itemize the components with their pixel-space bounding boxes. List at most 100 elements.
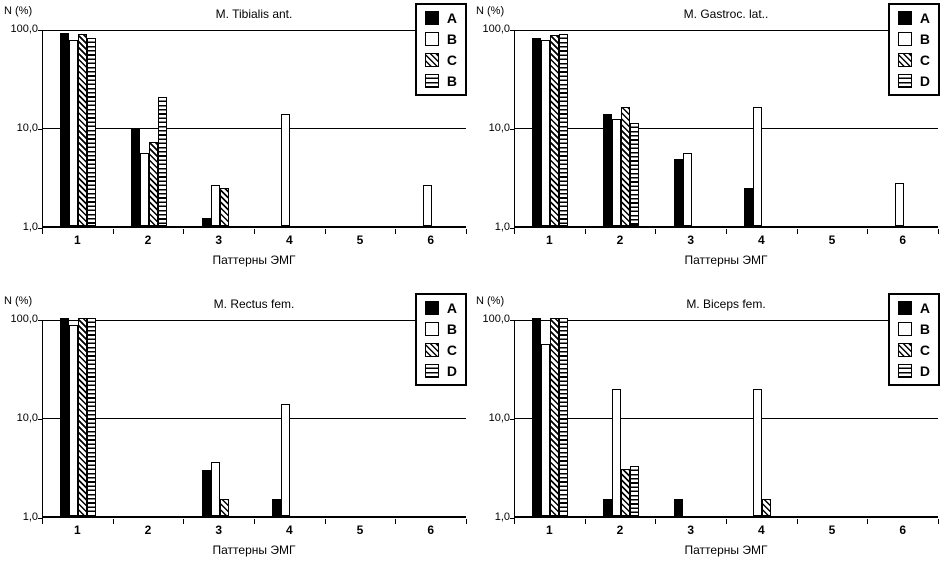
legend-swatch-diagonal-hatch: [897, 343, 912, 357]
legend-swatch-horizontal-lines: [424, 364, 439, 378]
y-tick-mark: [510, 228, 515, 229]
bar-series-A-pattern-2: [131, 129, 140, 226]
legend-item: C: [424, 53, 457, 67]
bar-series-D-pattern-1: [87, 37, 97, 226]
bar-series-B-pattern-2: [612, 389, 621, 516]
legend-item: C: [897, 52, 930, 68]
legend-label: D: [446, 363, 457, 379]
x-tick-mark: [726, 519, 727, 524]
x-tick-mark: [867, 229, 869, 234]
legend-swatch-horizontal-lines: [897, 74, 912, 88]
legend-item: D: [424, 363, 457, 379]
bar-series-B-pattern-1: [541, 40, 551, 226]
legend-item: B: [424, 321, 457, 337]
y-tick-mark: [38, 419, 43, 420]
bar-series-A-pattern-1: [532, 318, 542, 516]
y-tick-mark: [38, 30, 43, 31]
bar-series-C-pattern-2: [149, 142, 158, 226]
legend-item: C: [897, 343, 930, 357]
y-tick-label: 100,0: [10, 23, 38, 35]
chart-m-biceps-fem: N (%) M. Biceps fem. 100,0 10,0 1,0 Патт…: [472, 290, 945, 580]
bar-series-A-pattern-1: [532, 37, 542, 226]
chart-title: M. Rectus fem.: [213, 297, 295, 311]
bar-series-A-pattern-3: [201, 470, 211, 516]
bar-series-B-pattern-4: [753, 389, 763, 516]
legend-swatch-horizontal-lines: [424, 74, 439, 88]
bar-series-B-pattern-3: [682, 152, 692, 226]
legend-label: C: [919, 52, 930, 68]
legend: A B C B: [414, 3, 467, 96]
bar-series-D-pattern-1: [559, 318, 569, 516]
legend-item: A: [424, 11, 457, 25]
legend-label: D: [919, 363, 930, 379]
bar-series-A-pattern-1: [60, 318, 70, 516]
y-tick-mark: [510, 30, 515, 31]
plot-area: [514, 30, 938, 228]
legend: A B C D: [887, 293, 940, 386]
bar-series-A-pattern-2: [603, 498, 612, 516]
bar-series-A-pattern-4: [744, 188, 754, 226]
x-tick-label: 4: [285, 233, 293, 247]
legend-item: A: [897, 10, 930, 26]
bar-series-D-pattern-1: [87, 318, 97, 516]
y-axis-label: N (%): [476, 295, 505, 307]
legend-item: A: [897, 301, 930, 315]
bar-series-B-pattern-4: [281, 114, 291, 226]
x-tick-mark: [514, 519, 515, 524]
x-tick-label: 6: [427, 233, 434, 247]
x-tick-mark: [796, 519, 798, 524]
bar-series-B-pattern-4: [281, 404, 291, 516]
legend-swatch-diagonal-hatch: [424, 53, 439, 67]
legend-item: D: [897, 74, 930, 88]
y-tick-mark: [38, 228, 43, 229]
legend-item: B: [424, 32, 457, 46]
x-tick-label: 5: [828, 523, 836, 537]
chart-title: M. Tibialis ant.: [215, 7, 293, 21]
legend-item: C: [424, 343, 457, 357]
plot-area: [42, 318, 466, 518]
y-tick-label: 10,0: [16, 122, 38, 134]
y-tick-mark: [510, 320, 515, 321]
x-tick-label: 2: [144, 523, 152, 537]
x-tick-label: 2: [616, 233, 624, 247]
x-tick-label: 5: [356, 233, 364, 247]
x-tick-mark: [254, 229, 255, 234]
legend-item: B: [424, 74, 457, 88]
bar-series-A-pattern-1: [60, 32, 70, 226]
legend-label: A: [919, 10, 930, 26]
legend-swatch-empty: [897, 32, 912, 46]
bar-series-B-pattern-6: [894, 183, 904, 226]
y-tick-label: 100,0: [10, 313, 38, 325]
x-tick-label: 3: [215, 233, 222, 247]
x-tick-mark: [112, 229, 114, 234]
legend-label: B: [446, 321, 457, 337]
y-tick-mark: [38, 320, 43, 321]
y-axis-label: N (%): [476, 5, 505, 17]
x-tick-label: 4: [285, 523, 293, 537]
x-tick-mark: [938, 519, 939, 524]
x-tick-mark: [42, 519, 43, 524]
legend-swatch-solid: [897, 301, 912, 315]
x-tick-mark: [183, 519, 185, 524]
gridline-10: [43, 418, 466, 419]
x-tick-mark: [466, 229, 467, 234]
x-tick-mark: [867, 519, 869, 524]
gridline-10: [43, 128, 466, 129]
bar-series-B-pattern-1: [69, 40, 79, 226]
bar-series-B-pattern-1: [69, 325, 79, 516]
x-tick-label: 1: [545, 523, 553, 537]
plot-area: [42, 30, 466, 228]
x-tick-label: 6: [899, 233, 906, 247]
x-axis-label: Паттерны ЭМГ: [684, 253, 768, 267]
x-tick-label: 2: [616, 523, 624, 537]
x-tick-label: 5: [356, 523, 364, 537]
y-tick-label: 10,0: [16, 412, 38, 424]
legend: A B C D: [887, 3, 940, 96]
bar-series-C-pattern-3: [219, 188, 229, 226]
x-tick-mark: [395, 229, 397, 234]
x-tick-label: 5: [828, 233, 836, 247]
x-tick-label: 4: [757, 523, 765, 537]
gridline-100: [515, 30, 938, 31]
bar-series-C-pattern-2: [621, 468, 630, 516]
x-tick-label: 1: [73, 523, 81, 537]
